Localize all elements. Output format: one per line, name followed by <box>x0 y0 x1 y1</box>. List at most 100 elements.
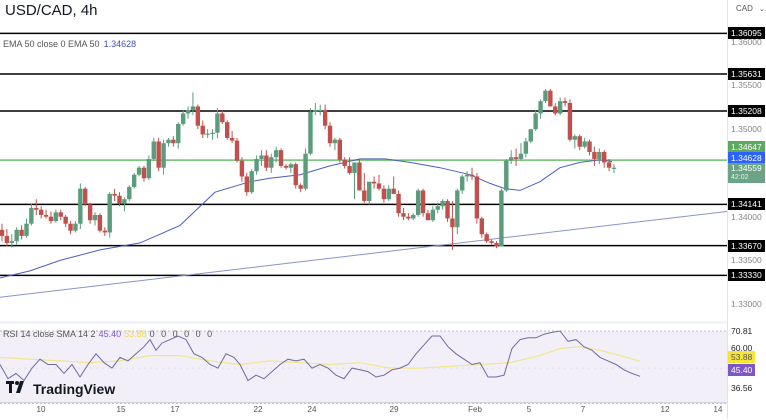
rsi-legend[interactable]: RSI 14 close SMA 14 2 45.40 53.88 0 0 0 0 0… <box>3 329 214 339</box>
candle <box>391 188 396 194</box>
time-tick-label: 24 <box>307 405 317 414</box>
candle <box>543 90 548 102</box>
level-price-label: 1.33670 <box>728 239 765 252</box>
candle <box>611 167 617 169</box>
candle <box>606 162 612 168</box>
candle <box>254 158 259 172</box>
candle <box>92 214 98 221</box>
candle <box>303 153 308 189</box>
candle <box>141 167 147 179</box>
candle <box>176 123 181 144</box>
time-tick-label: Feb <box>468 405 482 414</box>
candle <box>269 157 274 168</box>
candle <box>0 229 5 236</box>
price-tick-label: 1.35500 <box>731 80 762 91</box>
candle <box>180 113 186 124</box>
candle <box>264 155 269 168</box>
candle <box>557 101 563 114</box>
candle <box>332 139 338 144</box>
candle <box>602 151 607 163</box>
candle <box>195 106 201 126</box>
candle <box>489 241 494 243</box>
ema50-line <box>0 158 613 279</box>
candle <box>528 129 533 142</box>
candle <box>474 176 480 219</box>
level-price-label: 1.33330 <box>728 269 765 282</box>
time-tick-label: 12 <box>660 405 670 414</box>
candle <box>151 141 156 159</box>
rsi-legend-zeros: 0 0 0 0 0 0 <box>149 329 215 339</box>
candle <box>58 212 63 217</box>
rsi-value-label: 45.40 <box>728 364 756 376</box>
candle <box>386 188 391 200</box>
price-tick-label: 1.35000 <box>731 124 762 135</box>
candle <box>577 136 582 147</box>
candle <box>205 133 210 135</box>
candle <box>352 162 357 173</box>
rsi-axis-60: 60.00 <box>731 343 753 353</box>
candle <box>464 174 470 177</box>
candle <box>347 165 352 173</box>
candle <box>29 207 34 224</box>
candle <box>73 223 78 231</box>
candle <box>190 106 196 110</box>
candle <box>415 190 421 215</box>
rsi-axis-70-81: 70.81 <box>731 326 753 336</box>
candle <box>171 139 176 144</box>
candle <box>136 167 142 175</box>
horizontal-levels[interactable] <box>0 32 727 277</box>
candle <box>597 151 602 159</box>
rsi-axis-36-56: 36.56 <box>731 383 753 393</box>
candle <box>161 143 166 168</box>
price-chart[interactable] <box>0 0 727 419</box>
candle <box>298 185 303 189</box>
candle <box>53 212 59 222</box>
ascending-trendline[interactable] <box>0 210 727 298</box>
candle <box>538 101 543 114</box>
time-tick-label: 15 <box>116 405 126 414</box>
candle <box>87 204 93 221</box>
candlestick-series <box>0 88 617 250</box>
candle <box>131 174 137 187</box>
candle <box>63 216 68 224</box>
currency-selector[interactable]: CAD ⌄ <box>736 4 765 13</box>
candle <box>185 109 191 114</box>
candle <box>494 242 499 247</box>
candle <box>435 206 440 210</box>
level-price-label: 1.35208 <box>728 105 765 117</box>
candle <box>357 162 362 191</box>
candle <box>14 229 19 242</box>
last-price-value: 1.34559 <box>731 163 762 173</box>
candle <box>112 193 117 196</box>
candle <box>533 113 538 130</box>
candle <box>220 113 225 123</box>
candle <box>19 229 24 236</box>
candle <box>229 137 235 141</box>
candle <box>479 218 485 235</box>
time-axis[interactable] <box>0 402 727 420</box>
candle <box>499 190 504 247</box>
candle <box>9 241 14 243</box>
candle <box>342 159 347 166</box>
candle <box>283 165 289 168</box>
candle <box>122 199 127 204</box>
candle <box>34 207 39 210</box>
candle <box>450 218 455 228</box>
tradingview-mark-icon <box>6 380 28 397</box>
chevron-down-icon: ⌄ <box>758 6 765 13</box>
candle <box>327 125 333 144</box>
candle <box>318 109 323 112</box>
candle <box>587 141 592 152</box>
level-price-label: 1.36095 <box>728 27 765 40</box>
candle <box>313 109 318 112</box>
ema-legend[interactable]: EMA 50 close 0 EMA 50 1.34628 <box>3 39 136 49</box>
tradingview-logo[interactable]: TradingView <box>6 380 115 397</box>
candle <box>83 188 88 205</box>
candle <box>200 125 205 135</box>
candle <box>107 193 112 233</box>
time-tick-label: 22 <box>253 405 263 414</box>
candle <box>548 90 553 107</box>
pane-separator[interactable] <box>0 321 766 324</box>
rsi-pane <box>0 330 727 405</box>
candle <box>371 181 377 184</box>
